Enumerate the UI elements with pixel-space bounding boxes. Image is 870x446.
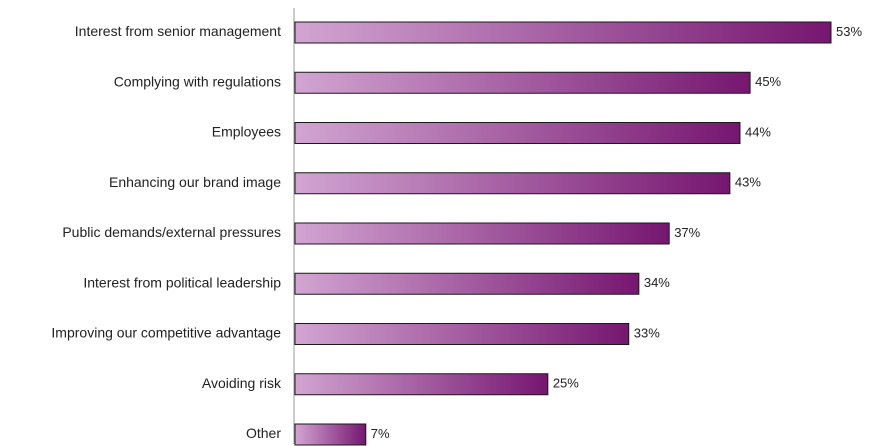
value-label: 34% — [644, 275, 670, 290]
value-label: 53% — [836, 24, 862, 39]
category-label: Interest from senior management — [75, 23, 281, 39]
bar — [294, 172, 731, 195]
category-label: Employees — [212, 124, 281, 140]
bars-group: Interest from senior management 53% Comply… — [51, 21, 862, 446]
value-label: 25% — [553, 376, 579, 391]
value-label: 7% — [371, 426, 390, 441]
value-label: 33% — [634, 325, 660, 340]
category-label: Improving our competitive advantage — [51, 325, 281, 341]
value-label: 37% — [674, 225, 700, 240]
bar — [294, 323, 630, 345]
bar — [294, 272, 640, 295]
category-label: Public demands/external pressures — [62, 224, 281, 240]
bar — [294, 71, 751, 94]
category-label: Enhancing our brand image — [109, 174, 281, 190]
value-label: 45% — [755, 74, 781, 89]
bar — [294, 423, 367, 446]
value-label: 44% — [745, 124, 771, 139]
bar — [294, 21, 832, 44]
value-label: 43% — [735, 175, 761, 190]
bar — [294, 373, 549, 396]
category-label: Interest from political leadership — [83, 274, 281, 290]
category-label: Complying with regulations — [114, 73, 281, 89]
bar — [294, 222, 670, 245]
bar — [294, 122, 741, 144]
category-label: Other — [246, 425, 281, 441]
category-label: Avoiding risk — [202, 375, 282, 391]
